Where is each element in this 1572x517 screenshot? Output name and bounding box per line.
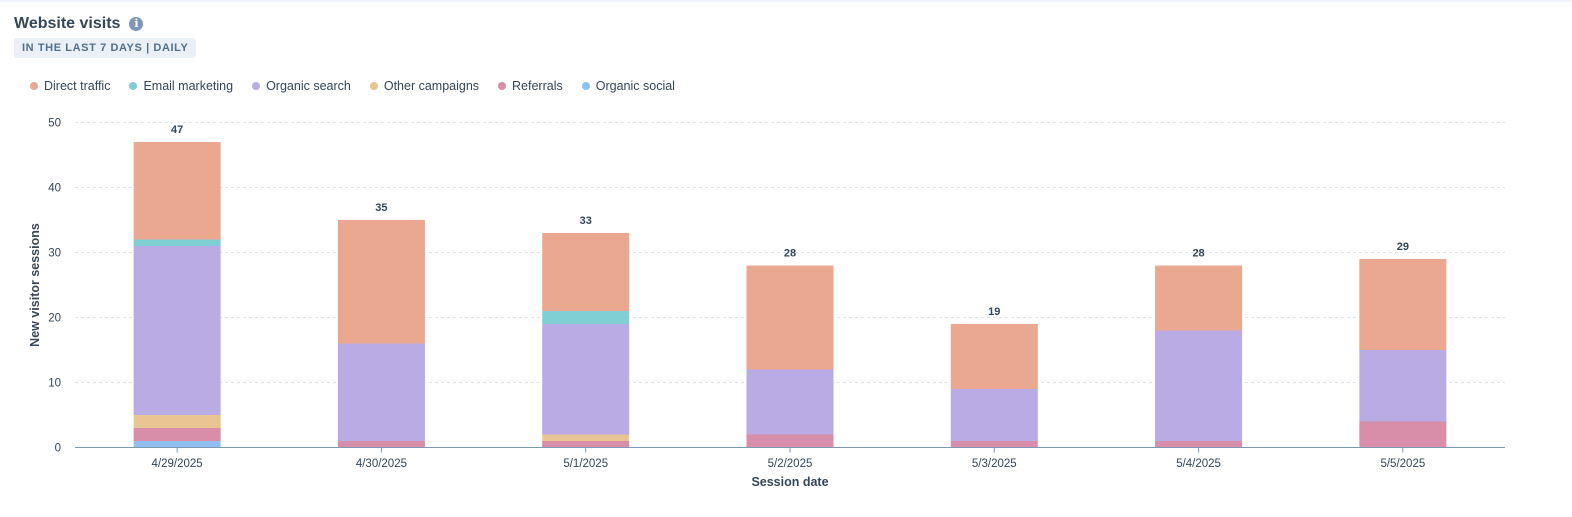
bar-segment-referrals xyxy=(950,441,1038,448)
x-tick-label: 5/2/2025 xyxy=(768,458,813,470)
y-tick-label: 20 xyxy=(48,313,61,325)
bar-segment-referrals xyxy=(337,441,425,448)
bar-segment-organic-social xyxy=(133,441,221,448)
bar-segment-organic-search xyxy=(133,246,221,415)
bar-total-label: 35 xyxy=(375,202,387,214)
y-tick-label: 40 xyxy=(48,183,61,195)
y-tick-label: 30 xyxy=(48,248,61,260)
bar-segment-organic-search xyxy=(1359,350,1447,422)
bar-segment-other-campaigns xyxy=(133,415,221,428)
x-tick-label: 5/4/2025 xyxy=(1176,458,1221,470)
legend-item-other-campaigns[interactable]: Other campaigns xyxy=(369,79,480,93)
bar-segment-direct-traffic xyxy=(1155,265,1243,331)
bar-segment-organic-search xyxy=(337,343,425,441)
bar-segment-organic-search xyxy=(746,369,834,435)
bar-segment-referrals xyxy=(133,428,221,441)
legend-swatch xyxy=(129,82,138,90)
bar-total-label: 28 xyxy=(784,248,796,260)
legend-label: Organic social xyxy=(595,79,675,93)
legend-label: Organic search xyxy=(266,79,351,93)
bar-total-label: 28 xyxy=(1192,248,1204,260)
legend-swatch xyxy=(252,82,261,90)
bar-segment-organic-search xyxy=(1155,330,1243,441)
bar-total-label: 29 xyxy=(1397,241,1409,253)
x-tick-label: 4/30/2025 xyxy=(356,458,407,470)
info-icon[interactable]: i xyxy=(129,17,144,31)
bar-segment-direct-traffic xyxy=(542,233,630,311)
x-tick-label: 5/1/2025 xyxy=(563,458,608,470)
bar-segment-direct-traffic xyxy=(337,220,425,344)
legend-label: Referrals xyxy=(512,79,563,93)
x-tick-label: 4/29/2025 xyxy=(152,458,203,470)
bar-segment-other-campaigns xyxy=(542,434,630,441)
legend-label: Direct traffic xyxy=(44,79,111,93)
bar-segment-email-marketing xyxy=(133,239,221,246)
legend-item-email-marketing[interactable]: Email marketing xyxy=(129,79,233,93)
bar-segment-referrals xyxy=(1155,441,1243,448)
bar-segment-email-marketing xyxy=(542,311,630,324)
x-tick-label: 5/3/2025 xyxy=(972,458,1017,470)
legend-swatch xyxy=(369,82,378,90)
bar-segment-direct-traffic xyxy=(1359,259,1447,350)
bar-segment-referrals xyxy=(1359,421,1447,448)
legend-item-direct-traffic[interactable]: Direct traffic xyxy=(30,79,110,93)
y-tick-label: 0 xyxy=(55,443,61,455)
y-axis-title: New visitor sessions xyxy=(28,223,42,347)
y-tick-label: 10 xyxy=(48,378,61,390)
legend-swatch xyxy=(30,82,38,90)
legend-label: Email marketing xyxy=(143,79,234,93)
bar-segment-organic-search xyxy=(542,324,630,435)
chart-legend: Direct traffic Email marketing Organic sea… xyxy=(30,79,694,93)
x-tick-label: 5/5/2025 xyxy=(1380,458,1425,470)
bar-segment-direct-traffic xyxy=(133,142,221,240)
legend-item-referrals[interactable]: Referrals xyxy=(498,79,563,93)
legend-swatch xyxy=(498,82,507,90)
bar-total-label: 33 xyxy=(580,215,592,227)
panel-top-border xyxy=(0,0,1572,2)
legend-item-organic-social[interactable]: Organic social xyxy=(581,79,675,93)
bar-segment-referrals xyxy=(542,441,630,448)
chart-title: Website visits xyxy=(14,15,121,32)
bar-segment-direct-traffic xyxy=(746,265,834,370)
bar-segment-direct-traffic xyxy=(950,324,1038,389)
date-range-tag: IN THE LAST 7 DAYS | DAILY xyxy=(14,38,197,58)
legend-item-organic-search[interactable]: Organic search xyxy=(252,79,351,93)
x-axis-title: Session date xyxy=(751,475,828,489)
bar-segment-organic-search xyxy=(950,389,1038,441)
bar-segment-referrals xyxy=(746,434,834,448)
y-tick-label: 50 xyxy=(48,118,61,130)
bar-total-label: 19 xyxy=(988,306,1000,318)
legend-swatch xyxy=(581,82,590,90)
bar-total-label: 47 xyxy=(171,124,183,136)
legend-label: Other campaigns xyxy=(383,79,480,93)
chart-header: Website visits i xyxy=(14,15,144,33)
